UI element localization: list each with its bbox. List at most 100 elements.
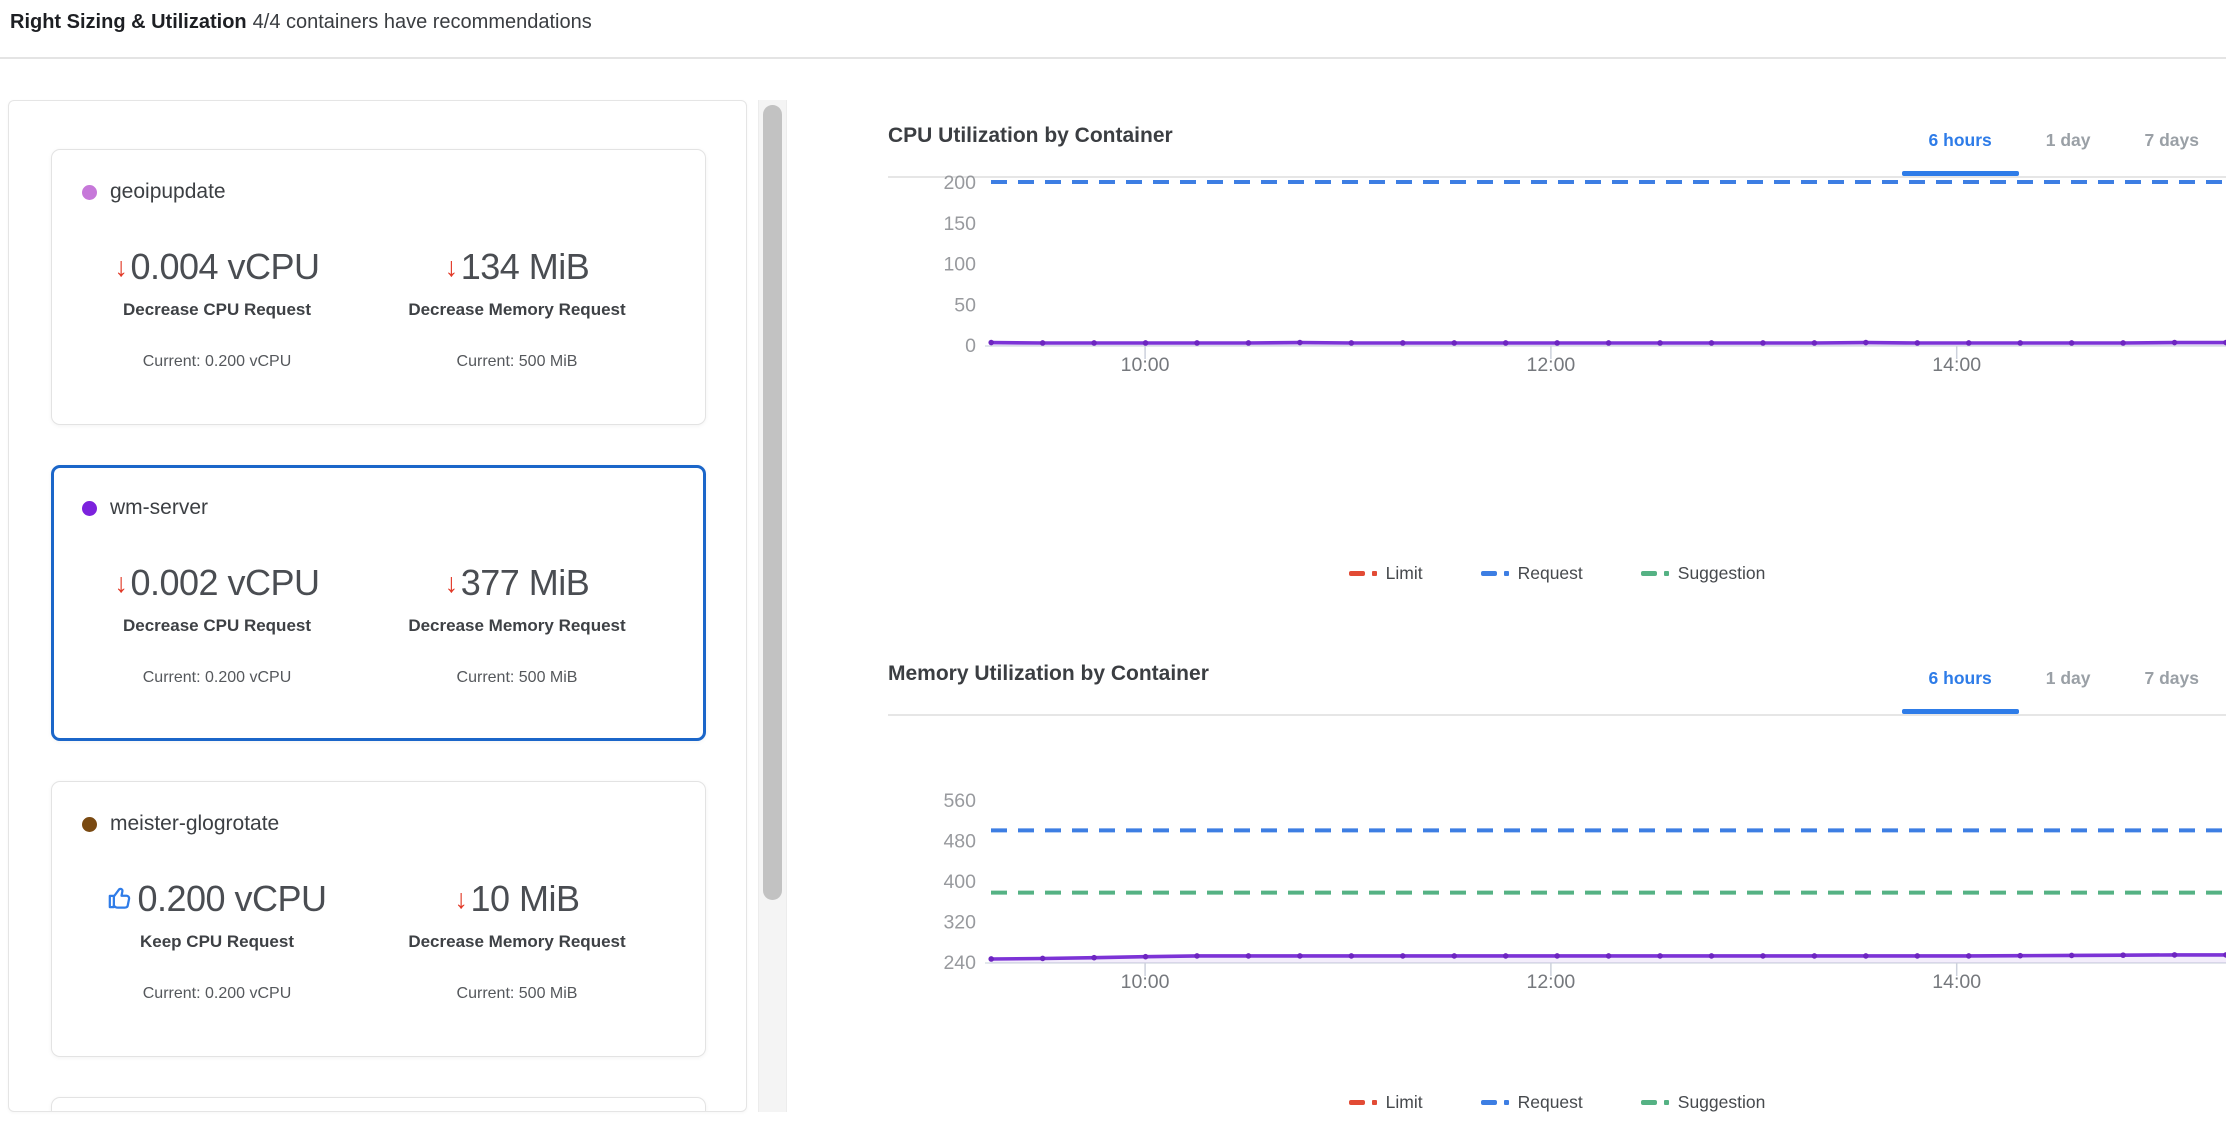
- legend-dash-icon: [1480, 1100, 1497, 1105]
- svg-text:14:00: 14:00: [1932, 354, 1981, 376]
- tab-7-days[interactable]: 7 days: [2144, 130, 2199, 150]
- legend-dot-icon: [1503, 571, 1509, 576]
- legend-dash-icon: [1348, 1100, 1365, 1105]
- legend-label: Limit: [1385, 1092, 1423, 1112]
- container-card-list: geoipupdate ↓0.004 vCPU Decrease CPU Req…: [9, 101, 746, 1111]
- cpu-recommendation: ↓0.004 vCPU Decrease CPU Request Current…: [82, 246, 352, 371]
- container-card-geoipupdate[interactable]: geoipupdate ↓0.004 vCPU Decrease CPU Req…: [51, 149, 706, 425]
- page-title: Right Sizing & Utilization 4/4 containers…: [10, 11, 592, 34]
- tab-6-hours[interactable]: 6 hours: [1901, 120, 2019, 176]
- decrease-arrow-icon: ↓: [444, 568, 459, 598]
- cpu-current-value: Current: 0.200 vCPU: [142, 353, 292, 370]
- chart-plot: 10:00 12:00 14:00 560 480 400 320 240: [943, 790, 2226, 993]
- tab-7-days[interactable]: 7 days: [2144, 668, 2199, 688]
- chart-title: CPU Utilization by Container: [888, 124, 1173, 147]
- panel-scrollbar[interactable]: [758, 100, 787, 1112]
- svg-text:240: 240: [943, 952, 976, 974]
- tab-1-day[interactable]: 1 day: [2045, 130, 2091, 150]
- legend-item-limit[interactable]: Limit: [1348, 1092, 1423, 1113]
- cpu-recommendation-label: Decrease CPU Request: [122, 300, 312, 319]
- svg-text:560: 560: [943, 790, 976, 812]
- legend-item-suggestion[interactable]: Suggestion: [1640, 1092, 1766, 1113]
- svg-text:14:00: 14:00: [1932, 971, 1981, 993]
- chart-title: Memory Utilization by Container: [888, 662, 1209, 685]
- svg-text:12:00: 12:00: [1526, 354, 1575, 376]
- decrease-arrow-icon: ↓: [114, 252, 128, 282]
- svg-text:150: 150: [943, 213, 976, 235]
- container-color-dot: [82, 816, 97, 832]
- chart-header-divider: [888, 176, 2226, 178]
- svg-text:480: 480: [943, 831, 976, 853]
- cpu-utilization-chart: CPU Utilization by Container 6 hours 1 day…: [888, 108, 2226, 608]
- container-recommendations-panel: geoipupdate ↓0.004 vCPU Decrease CPU Req…: [8, 100, 747, 1112]
- chart-header-divider: [888, 714, 2226, 716]
- legend-dot-icon: [1371, 1100, 1377, 1105]
- container-color-dot: [82, 500, 97, 516]
- container-name: meister-glogrotate: [110, 812, 280, 835]
- chart-legend: Limit Request Suggestion: [888, 563, 2226, 584]
- legend-item-request[interactable]: Request: [1480, 1092, 1583, 1113]
- svg-text:320: 320: [943, 912, 976, 934]
- memory-recommendation-value: 377 MiB: [460, 562, 590, 603]
- legend-item-request[interactable]: Request: [1480, 563, 1583, 584]
- time-range-tabs: 6 hours 1 day 7 days: [1901, 658, 2226, 714]
- legend-dot-icon: [1503, 1100, 1509, 1105]
- legend-dash-icon: [1348, 571, 1365, 576]
- legend-label: Request: [1517, 563, 1583, 583]
- memory-recommendation: ↓10 MiB Decrease Memory Request Current:…: [352, 878, 682, 1003]
- legend-dot-icon: [1663, 1100, 1669, 1105]
- container-name: wm-server: [110, 496, 208, 519]
- chart-legend: Limit Request Suggestion: [888, 1092, 2226, 1113]
- page-title-text: Right Sizing & Utilization: [10, 11, 247, 33]
- cpu-current-value: Current: 0.200 vCPU: [142, 985, 292, 1002]
- time-range-tabs: 6 hours 1 day 7 days: [1901, 120, 2226, 176]
- container-color-dot: [82, 184, 97, 200]
- legend-label: Limit: [1385, 563, 1423, 583]
- cpu-recommendation: ↓0.002 vCPU Decrease CPU Request Current…: [82, 562, 352, 687]
- cpu-recommendation-value: 0.002 vCPU: [130, 562, 320, 603]
- legend-dash-icon: [1640, 1100, 1657, 1105]
- container-name: geoipupdate: [110, 180, 226, 203]
- decrease-arrow-icon: ↓: [114, 568, 128, 598]
- memory-current-value: Current: 500 MiB: [456, 353, 578, 370]
- legend-item-limit[interactable]: Limit: [1348, 563, 1423, 584]
- thumbs-up-icon: [107, 884, 134, 914]
- svg-text:10:00: 10:00: [1121, 354, 1170, 376]
- container-card-partial[interactable]: [51, 1097, 706, 1111]
- memory-recommendation: ↓377 MiB Decrease Memory Request Current…: [352, 562, 682, 687]
- memory-recommendation-label: Decrease Memory Request: [408, 932, 626, 951]
- memory-utilization-chart: Memory Utilization by Container 6 hours 1 …: [888, 646, 2226, 1144]
- cpu-recommendation: 0.200 vCPU Keep CPU Request Current: 0.2…: [82, 878, 352, 1003]
- memory-current-value: Current: 500 MiB: [456, 669, 578, 686]
- memory-recommendation-label: Decrease Memory Request: [408, 300, 626, 319]
- cpu-current-value: Current: 0.200 vCPU: [142, 669, 292, 686]
- decrease-arrow-icon: ↓: [444, 252, 459, 282]
- memory-recommendation-value: 134 MiB: [460, 246, 590, 287]
- legend-dot-icon: [1663, 571, 1669, 576]
- legend-item-suggestion[interactable]: Suggestion: [1640, 563, 1765, 584]
- legend-dash-icon: [1640, 571, 1657, 576]
- cpu-recommendation-value: 0.200 vCPU: [137, 878, 327, 919]
- cpu-recommendation-label: Keep CPU Request: [140, 932, 294, 951]
- decrease-arrow-icon: ↓: [454, 884, 468, 914]
- legend-label: Suggestion: [1677, 1092, 1766, 1112]
- memory-recommendation: ↓134 MiB Decrease Memory Request Current…: [352, 246, 682, 371]
- container-card-wm-server[interactable]: wm-server ↓0.002 vCPU Decrease CPU Reque…: [51, 465, 706, 741]
- memory-current-value: Current: 500 MiB: [456, 985, 578, 1002]
- panel-scrollbar-thumb[interactable]: [763, 105, 782, 900]
- tab-6-hours[interactable]: 6 hours: [1901, 658, 2019, 714]
- svg-text:100: 100: [943, 254, 976, 276]
- header-divider: [0, 57, 2226, 59]
- container-card-meister-glogrotate[interactable]: meister-glogrotate 0.200 vCPU Keep CPU R…: [51, 781, 706, 1057]
- cpu-recommendation-value: 0.004 vCPU: [130, 246, 320, 287]
- cpu-recommendation-label: Decrease CPU Request: [122, 616, 312, 635]
- page-subtitle-text: 4/4 containers have recommendations: [252, 11, 592, 33]
- svg-text:400: 400: [943, 871, 976, 893]
- svg-text:50: 50: [954, 294, 976, 316]
- tab-1-day[interactable]: 1 day: [2045, 668, 2091, 688]
- legend-label: Request: [1517, 1092, 1583, 1112]
- legend-dash-icon: [1480, 571, 1497, 576]
- legend-dot-icon: [1371, 571, 1377, 576]
